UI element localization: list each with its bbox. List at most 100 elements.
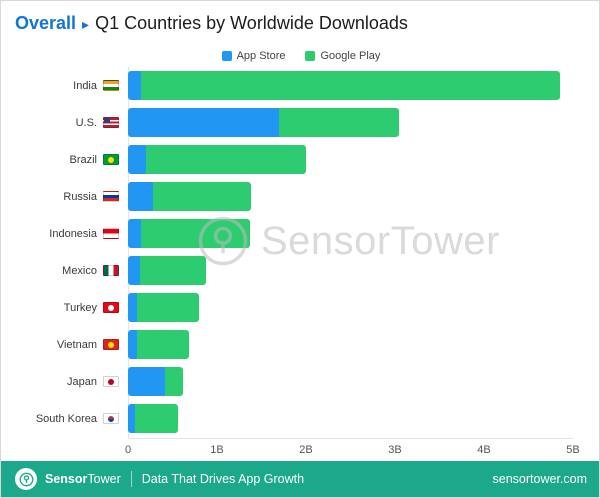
- bar-segment-app-store: [128, 219, 142, 248]
- x-tick-label: 2B: [299, 444, 313, 456]
- bar-segment-app-store: [128, 108, 280, 137]
- stacked-bar: [128, 145, 306, 174]
- page-title: Overall ▸ Q1 Countries by Worldwide Downlo…: [15, 13, 408, 34]
- legend-label: App Store: [236, 50, 286, 62]
- chart-row: South Korea: [1, 400, 599, 437]
- row-label-cell: India: [1, 80, 128, 92]
- bar-segment-google-play: [136, 330, 189, 359]
- country-flag-icon: [103, 265, 119, 276]
- x-tick-label: 1B: [210, 444, 224, 456]
- flag-emblem: [108, 378, 114, 385]
- bar-segment-google-play: [165, 367, 184, 396]
- x-tick-label: 0: [124, 444, 132, 456]
- country-flag-icon: [103, 302, 119, 313]
- chart-row: Brazil: [1, 141, 599, 178]
- row-label-cell: Indonesia: [1, 228, 128, 240]
- country-flag-icon: [103, 339, 119, 350]
- row-label-cell: Vietnam: [1, 339, 128, 351]
- bar-segment-google-play: [145, 145, 306, 174]
- flag-emblem: [108, 156, 114, 163]
- stacked-bar: [128, 404, 178, 433]
- chart-row: Turkey: [1, 289, 599, 326]
- stacked-bar: [128, 367, 184, 396]
- x-tick-label: 5B: [566, 444, 580, 456]
- row-label-cell: Turkey: [1, 302, 128, 314]
- flag-emblem: [108, 341, 114, 348]
- chart-row: Indonesia: [1, 215, 599, 252]
- stacked-bar: [128, 108, 400, 137]
- legend-label: Google Play: [320, 50, 381, 62]
- x-axis-ticks: 0 1B 2B 3B 4B 5B: [124, 444, 580, 458]
- flag-emblem: [108, 304, 114, 311]
- country-label: Mexico: [62, 264, 97, 277]
- bar-segment-app-store: [128, 182, 153, 211]
- country-label: India: [73, 79, 97, 92]
- row-label-cell: Brazil: [1, 154, 128, 166]
- country-label: Turkey: [63, 301, 97, 314]
- stacked-bar: [128, 219, 250, 248]
- breadcrumb-overall: Overall: [15, 13, 77, 33]
- footer-bar: SensorTower Data That Drives App Growth …: [1, 461, 599, 497]
- breadcrumb-arrow-icon: ▸: [82, 16, 90, 32]
- country-flag-icon: [103, 413, 119, 424]
- stacked-bar: [128, 256, 207, 285]
- stacked-bar: [128, 330, 189, 359]
- flag-emblem: [108, 415, 114, 422]
- chart-row: Russia: [1, 178, 599, 215]
- stacked-bar: [128, 293, 200, 322]
- country-flag-icon: [103, 80, 119, 91]
- country-flag-icon: [103, 191, 119, 202]
- bar-segment-app-store: [128, 71, 142, 100]
- country-label: Indonesia: [49, 227, 97, 240]
- bar-segment-app-store: [128, 330, 137, 359]
- chart-row: U.S.: [1, 104, 599, 141]
- chart-title: Q1 Countries by Worldwide Downloads: [95, 13, 408, 33]
- bar-segment-google-play: [152, 182, 251, 211]
- country-label: Brazil: [69, 153, 97, 166]
- chart-row: Japan: [1, 363, 599, 400]
- country-label: U.S.: [75, 116, 97, 129]
- bar-segment-google-play: [141, 71, 560, 100]
- legend-swatch-icon: [305, 51, 316, 61]
- footer-tagline: Data That Drives App Growth: [141, 472, 305, 486]
- bar-segment-app-store: [128, 145, 146, 174]
- legend-item: Google Play: [305, 50, 380, 62]
- footer-brand: SensorTower: [45, 472, 121, 486]
- footer-site-link[interactable]: sensortower.com: [492, 472, 587, 486]
- bar-segment-google-play: [279, 108, 400, 137]
- chart-row: Mexico: [1, 252, 599, 289]
- x-tick-label: 3B: [388, 444, 402, 456]
- country-label: South Korea: [35, 412, 97, 425]
- chart-row: Vietnam: [1, 326, 599, 363]
- row-label-cell: U.S.: [1, 117, 128, 129]
- bar-segment-app-store: [128, 256, 140, 285]
- sensortower-logo-icon: [19, 472, 33, 486]
- stacked-bar: [128, 71, 560, 100]
- country-label: Russia: [63, 190, 97, 203]
- legend-item: App Store: [221, 50, 286, 62]
- country-flag-icon: [103, 376, 119, 387]
- x-axis-line: [128, 438, 573, 439]
- legend: App Store Google Play: [1, 50, 599, 62]
- bar-segment-app-store: [128, 367, 166, 396]
- chart-row: India: [1, 67, 599, 104]
- bar-segment-google-play: [135, 404, 178, 433]
- bar-segment-app-store: [128, 293, 137, 322]
- country-flag-icon: [103, 154, 119, 165]
- legend-swatch-icon: [221, 51, 232, 61]
- row-label-cell: South Korea: [1, 413, 128, 425]
- flag-canton: [104, 118, 111, 123]
- bar-segment-app-store: [128, 404, 136, 433]
- y-axis-line: [128, 67, 129, 438]
- bar-segment-google-play: [141, 219, 250, 248]
- country-flag-icon: [103, 117, 119, 128]
- row-label-cell: Mexico: [1, 265, 128, 277]
- stacked-bar: [128, 182, 251, 211]
- footer-divider: [130, 471, 132, 487]
- row-label-cell: Russia: [1, 191, 128, 203]
- country-flag-icon: [103, 228, 119, 239]
- bar-segment-google-play: [139, 256, 207, 285]
- country-label: Japan: [67, 375, 97, 388]
- country-label: Vietnam: [56, 338, 97, 351]
